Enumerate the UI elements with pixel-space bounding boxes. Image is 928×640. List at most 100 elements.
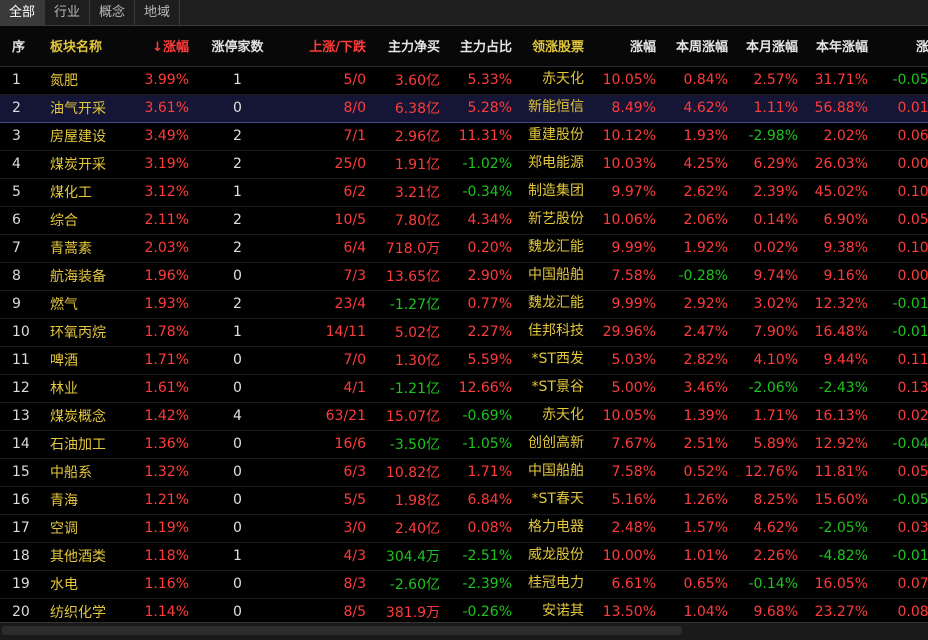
table-row[interactable]: 13 煤炭概念 1.42% 4 63/21 15.07亿 -0.69% 赤天化 10.05% 1.… [0,402,928,431]
cell-index: 2 [0,93,42,123]
cell-index: 20 [0,598,42,627]
table-row[interactable]: 8 航海装备 1.96% 0 7/3 13.65亿 2.90% 中国船舶 7.58% -0.28%… [0,262,928,291]
cell-limit-up-count: 2 [193,290,282,319]
tab-concept[interactable]: 概念 [90,0,136,25]
col-header-stock-change[interactable]: 涨幅 [588,26,660,67]
leading-stock-name[interactable]: 新艺股份 [528,211,584,227]
leading-stock-name[interactable]: 格力电器 [528,519,584,535]
leading-stock-name[interactable]: 郑电能源 [528,155,584,171]
col-header-speed[interactable]: 涨速 [872,26,928,67]
tab-region[interactable]: 地域 [135,0,181,25]
cell-limit-up-count: 1 [193,66,282,95]
tab-all[interactable]: 全部 [0,0,46,25]
leading-stock-name[interactable]: 赤天化 [542,71,584,87]
col-header-month-change[interactable]: 本月涨幅 [732,26,802,67]
cell-main-net-buy: 10.82亿 [370,458,444,487]
leading-stock-name[interactable]: 魏龙汇能 [528,239,584,255]
cell-speed: 0.08% [872,598,928,627]
cell-month-change: 6.29% [732,150,802,179]
cell-main-net-buy: 381.9万 [370,598,444,627]
cell-sector-name: 啤酒 [42,346,126,375]
leading-stock-clip: 郑电能源 [520,152,584,172]
cell-main-net-buy: 5.02亿 [370,318,444,347]
leading-stock-name[interactable]: 威龙股份 [528,547,584,563]
col-header-change-pct[interactable]: ↓涨幅 [126,26,193,67]
cell-sector-name: 空调 [42,514,126,543]
cell-main-net-buy: 3.21亿 [370,178,444,207]
cell-change-pct: 1.96% [126,262,193,291]
cell-change-pct: 1.61% [126,374,193,403]
col-header-main-ratio[interactable]: 主力占比 [444,26,516,67]
leading-stock-name[interactable]: 安诺其 [542,603,584,619]
cell-month-change: -2.98% [732,122,802,151]
scrollbar-thumb[interactable] [2,626,682,635]
table-row[interactable]: 14 石油加工 1.36% 0 16/6 -3.50亿 -1.05% 创创高新 7.67% 2.5… [0,430,928,459]
sector-table: 序 板块名称 ↓涨幅 涨停家数 上涨/下跌 主力净买 主力占比 领涨股票 涨幅 … [0,26,928,627]
table-row[interactable]: 2 油气开采 3.61% 0 8/0 6.38亿 5.28% 新能恒信 8.49% 4.62% 1.… [0,93,928,123]
leading-stock-name[interactable]: 重建股份 [528,127,584,143]
table-row[interactable]: 12 林业 1.61% 0 4/1 -1.21亿 12.66% *ST景谷 5.00% 3.46%… [0,374,928,403]
leading-stock-name[interactable]: 创创高新 [528,435,584,451]
cell-stock-change: 5.00% [588,374,660,403]
table-row[interactable]: 16 青海 1.21% 0 5/5 1.98亿 6.84% *ST春天 5.16% 1.26% 8.… [0,486,928,515]
tab-industry[interactable]: 行业 [45,0,91,25]
col-header-index[interactable]: 序 [0,26,42,67]
cell-month-change: 5.89% [732,430,802,459]
cell-up-down: 23/4 [282,290,370,319]
cell-speed: -0.05% [872,486,928,515]
cell-year-change: 9.16% [802,262,872,291]
table-row[interactable]: 7 青蒿素 2.03% 2 6/4 718.0万 0.20% 魏龙汇能 9.99% 1.92% 0.… [0,234,928,263]
leading-stock-name[interactable]: 赤天化 [542,407,584,423]
table-row[interactable]: 4 煤炭开采 3.19% 2 25/0 1.91亿 -1.02% 郑电能源 10.03% 4.25… [0,150,928,179]
leading-stock-name[interactable]: 中国船舶 [528,463,584,479]
leading-stock-name[interactable]: 新能恒信 [528,99,584,115]
cell-leading-stock: 安诺其 [516,598,588,627]
table-row[interactable]: 1 氮肥 3.99% 1 5/0 3.60亿 5.33% 赤天化 10.05% 0.84% 2.57… [0,66,928,95]
leading-stock-name[interactable]: *ST景谷 [531,379,584,395]
table-row[interactable]: 9 燃气 1.93% 2 23/4 -1.27亿 0.77% 魏龙汇能 9.99% 2.92% 3.… [0,290,928,319]
table-row[interactable]: 3 房屋建设 3.49% 2 7/1 2.96亿 11.31% 重建股份 10.12% 1.93%… [0,122,928,151]
cell-up-down: 8/3 [282,570,370,599]
cell-up-down: 3/0 [282,514,370,543]
col-header-week-change[interactable]: 本周涨幅 [660,26,732,67]
table-row[interactable]: 5 煤化工 3.12% 1 6/2 3.21亿 -0.34% 制造集团 9.97% 2.62% 2.… [0,178,928,207]
leading-stock-name[interactable]: 魏龙汇能 [528,295,584,311]
table-row[interactable]: 18 其他酒类 1.18% 1 4/3 304.4万 -2.51% 威龙股份 10.00% 1.0… [0,542,928,571]
leading-stock-name[interactable]: *ST春天 [531,491,584,507]
col-header-limit-up-count[interactable]: 涨停家数 [193,26,282,67]
cell-speed: 0.11% [872,346,928,375]
table-row[interactable]: 20 纺织化学 1.14% 0 8/5 381.9万 -0.26% 安诺其 13.50% 1.04… [0,598,928,627]
table-row[interactable]: 15 中船系 1.32% 0 6/3 10.82亿 1.71% 中国船舶 7.58% 0.52% 1… [0,458,928,487]
cell-month-change: -0.14% [732,570,802,599]
col-header-main-net-buy[interactable]: 主力净买 [370,26,444,67]
cell-month-change: 9.68% [732,598,802,627]
cell-limit-up-count: 0 [193,262,282,291]
leading-stock-name[interactable]: 制造集团 [528,183,584,199]
col-header-sector-name[interactable]: 板块名称 [42,26,126,67]
cell-main-net-buy: 304.4万 [370,542,444,571]
cell-change-pct: 1.71% [126,346,193,375]
cell-leading-stock: 佳邦科技 [516,318,588,347]
table-row[interactable]: 6 综合 2.11% 2 10/5 7.80亿 4.34% 新艺股份 10.06% 2.06% 0.… [0,206,928,235]
table-row[interactable]: 19 水电 1.16% 0 8/3 -2.60亿 -2.39% 桂冠电力 6.61% 0.65% -… [0,570,928,599]
col-header-leading-stock[interactable]: 领涨股票 [516,26,588,67]
table-row[interactable]: 10 环氧丙烷 1.78% 1 14/11 5.02亿 2.27% 佳邦科技 29.96% 2.4… [0,318,928,347]
leading-stock-name[interactable]: 桂冠电力 [528,575,584,591]
cell-leading-stock: 赤天化 [516,402,588,431]
leading-stock-name[interactable]: 佳邦科技 [528,323,584,339]
cell-sector-name: 环氧丙烷 [42,318,126,347]
cell-week-change: 0.84% [660,66,732,95]
col-header-year-change[interactable]: 本年涨幅 [802,26,872,67]
cell-sector-name: 航海装备 [42,262,126,291]
leading-stock-name[interactable]: *ST西发 [531,351,584,367]
sort-desc-icon: ↓ [152,40,163,56]
cell-month-change: 2.57% [732,66,802,95]
cell-speed: 0.05% [872,206,928,235]
table-row[interactable]: 11 啤酒 1.71% 0 7/0 1.30亿 5.59% *ST西发 5.03% 2.82% 4.… [0,346,928,375]
table-row[interactable]: 17 空调 1.19% 0 3/0 2.40亿 0.08% 格力电器 2.48% 1.57% 4.6… [0,514,928,543]
col-header-up-down[interactable]: 上涨/下跌 [282,26,370,67]
cell-stock-change: 10.05% [588,66,660,95]
cell-main-net-buy: -2.60亿 [370,570,444,599]
leading-stock-name[interactable]: 中国船舶 [528,267,584,283]
horizontal-scrollbar[interactable] [0,622,928,640]
